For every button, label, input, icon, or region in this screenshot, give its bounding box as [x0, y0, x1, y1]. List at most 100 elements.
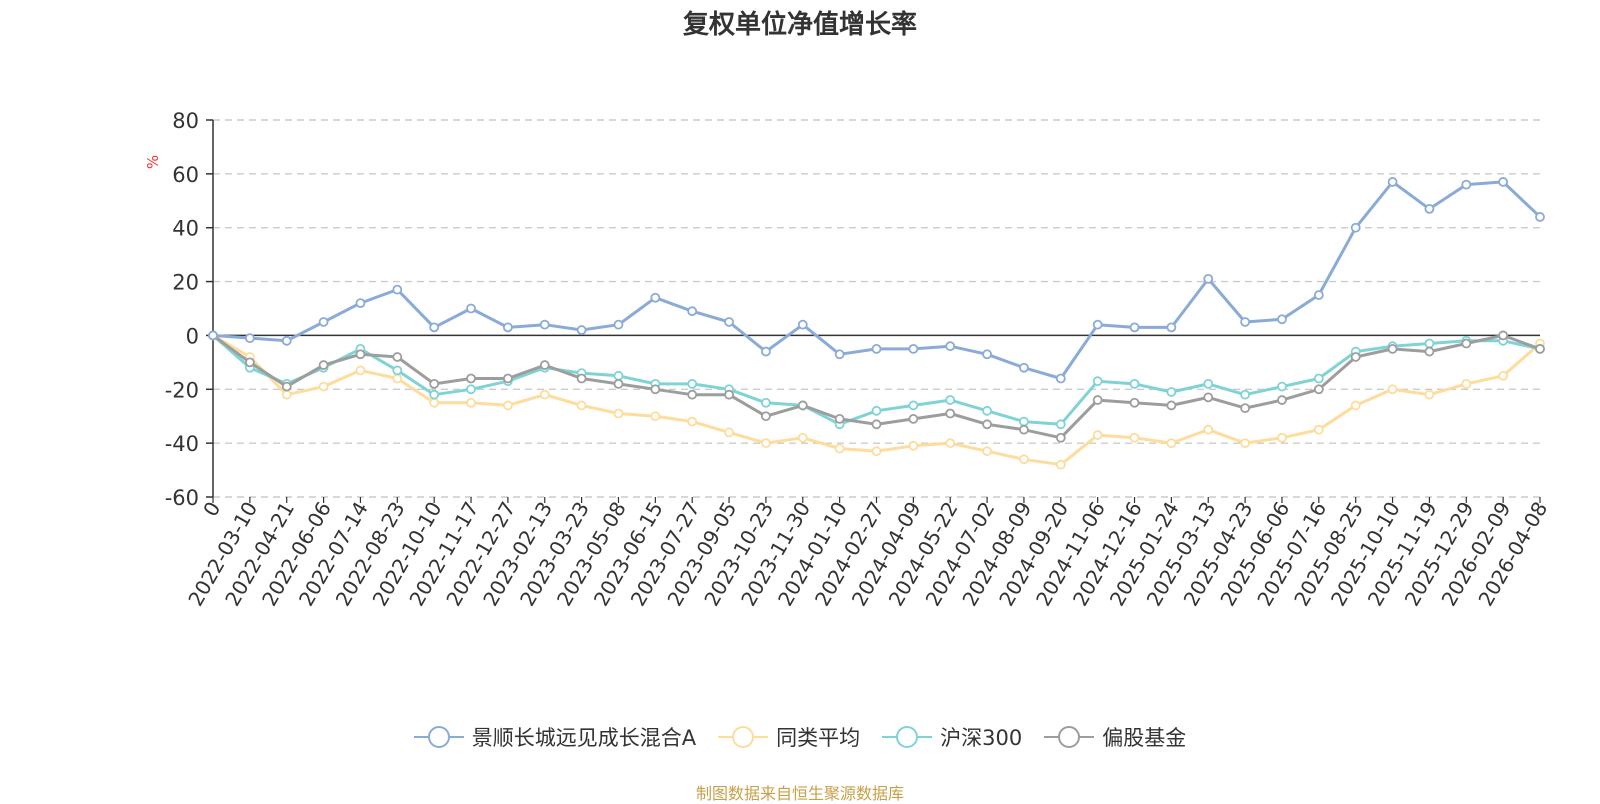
data-point[interactable]: [613, 408, 624, 419]
data-point[interactable]: [1092, 376, 1103, 387]
data-point[interactable]: [281, 381, 292, 392]
data-point[interactable]: [1498, 177, 1509, 187]
data-point[interactable]: [650, 411, 661, 422]
data-point[interactable]: [355, 349, 366, 360]
data-point[interactable]: [466, 397, 476, 408]
data-point[interactable]: [834, 414, 845, 424]
data-point[interactable]: [1535, 212, 1545, 222]
data-point[interactable]: [1313, 373, 1324, 384]
legend-item-csi300[interactable]: 沪深300: [882, 722, 1022, 752]
data-point[interactable]: [281, 335, 292, 346]
data-point[interactable]: [687, 416, 698, 427]
data-point[interactable]: [871, 446, 882, 457]
data-point[interactable]: [1424, 203, 1435, 214]
data-point[interactable]: [871, 405, 882, 416]
data-point[interactable]: [1166, 387, 1177, 397]
data-point[interactable]: [908, 440, 919, 451]
data-point[interactable]: [797, 432, 808, 443]
data-point[interactable]: [1240, 403, 1251, 414]
data-point[interactable]: [355, 298, 366, 309]
data-point[interactable]: [613, 319, 624, 330]
data-point[interactable]: [1387, 177, 1398, 187]
data-point[interactable]: [1129, 378, 1140, 389]
data-point[interactable]: [1092, 319, 1103, 330]
data-point[interactable]: [982, 349, 992, 360]
data-point[interactable]: [1019, 424, 1029, 435]
data-point[interactable]: [502, 373, 513, 384]
data-point[interactable]: [687, 378, 698, 389]
data-point[interactable]: [982, 405, 992, 416]
data-point[interactable]: [1387, 343, 1398, 354]
data-point[interactable]: [834, 349, 845, 360]
data-point[interactable]: [1277, 432, 1287, 443]
data-point[interactable]: [724, 389, 734, 400]
data-point[interactable]: [650, 384, 661, 395]
data-point[interactable]: [244, 333, 255, 344]
data-point[interactable]: [1424, 346, 1435, 357]
data-point[interactable]: [1277, 395, 1287, 405]
data-point[interactable]: [318, 360, 329, 370]
data-point[interactable]: [1240, 438, 1251, 449]
data-point[interactable]: [1019, 362, 1029, 373]
data-point[interactable]: [687, 389, 698, 400]
data-point[interactable]: [1129, 432, 1140, 443]
data-point[interactable]: [1019, 416, 1029, 427]
data-point[interactable]: [318, 381, 329, 392]
data-point[interactable]: [1461, 179, 1472, 190]
data-point[interactable]: [429, 322, 440, 333]
data-point[interactable]: [502, 322, 513, 333]
data-point[interactable]: [318, 317, 329, 327]
data-point[interactable]: [982, 446, 992, 457]
data-point[interactable]: [1166, 322, 1177, 333]
data-point[interactable]: [576, 400, 587, 411]
data-point[interactable]: [908, 343, 919, 354]
data-point[interactable]: [724, 317, 734, 327]
data-point[interactable]: [576, 325, 587, 335]
data-point[interactable]: [1424, 389, 1435, 400]
data-point[interactable]: [1461, 378, 1472, 389]
data-point[interactable]: [1387, 384, 1398, 395]
data-point[interactable]: [834, 443, 845, 454]
data-point[interactable]: [945, 395, 956, 405]
data-point[interactable]: [1203, 273, 1214, 284]
data-point[interactable]: [945, 408, 956, 419]
data-point[interactable]: [687, 306, 698, 317]
data-point[interactable]: [1240, 317, 1251, 327]
data-point[interactable]: [429, 389, 440, 400]
data-point[interactable]: [724, 427, 734, 438]
data-point[interactable]: [1277, 381, 1287, 392]
data-point[interactable]: [1313, 384, 1324, 395]
data-point[interactable]: [502, 400, 513, 411]
data-point[interactable]: [945, 341, 956, 352]
data-point[interactable]: [1019, 454, 1029, 465]
data-point[interactable]: [871, 419, 882, 430]
data-point[interactable]: [761, 397, 771, 408]
data-point[interactable]: [1166, 438, 1177, 449]
data-point[interactable]: [1313, 424, 1324, 435]
data-point[interactable]: [1166, 400, 1177, 411]
data-point[interactable]: [1055, 432, 1066, 443]
data-point[interactable]: [1498, 330, 1509, 341]
data-point[interactable]: [982, 419, 992, 430]
data-point[interactable]: [1129, 397, 1140, 408]
data-point[interactable]: [539, 319, 550, 330]
data-point[interactable]: [1055, 459, 1066, 470]
legend-item-fund[interactable]: 景顺长城远见成长混合A: [413, 722, 696, 752]
data-point[interactable]: [908, 414, 919, 424]
data-point[interactable]: [392, 352, 403, 362]
data-point[interactable]: [539, 360, 550, 370]
data-point[interactable]: [1461, 338, 1472, 349]
data-point[interactable]: [1203, 378, 1214, 389]
data-point[interactable]: [392, 284, 403, 295]
data-point[interactable]: [945, 438, 956, 449]
data-point[interactable]: [1240, 389, 1251, 400]
data-point[interactable]: [466, 373, 476, 384]
data-point[interactable]: [613, 370, 624, 381]
data-point[interactable]: [1313, 290, 1324, 300]
data-point[interactable]: [1350, 400, 1361, 411]
data-point[interactable]: [576, 373, 587, 384]
data-point[interactable]: [392, 373, 403, 384]
data-point[interactable]: [1203, 424, 1214, 435]
data-point[interactable]: [1203, 392, 1214, 403]
data-point[interactable]: [539, 389, 550, 400]
